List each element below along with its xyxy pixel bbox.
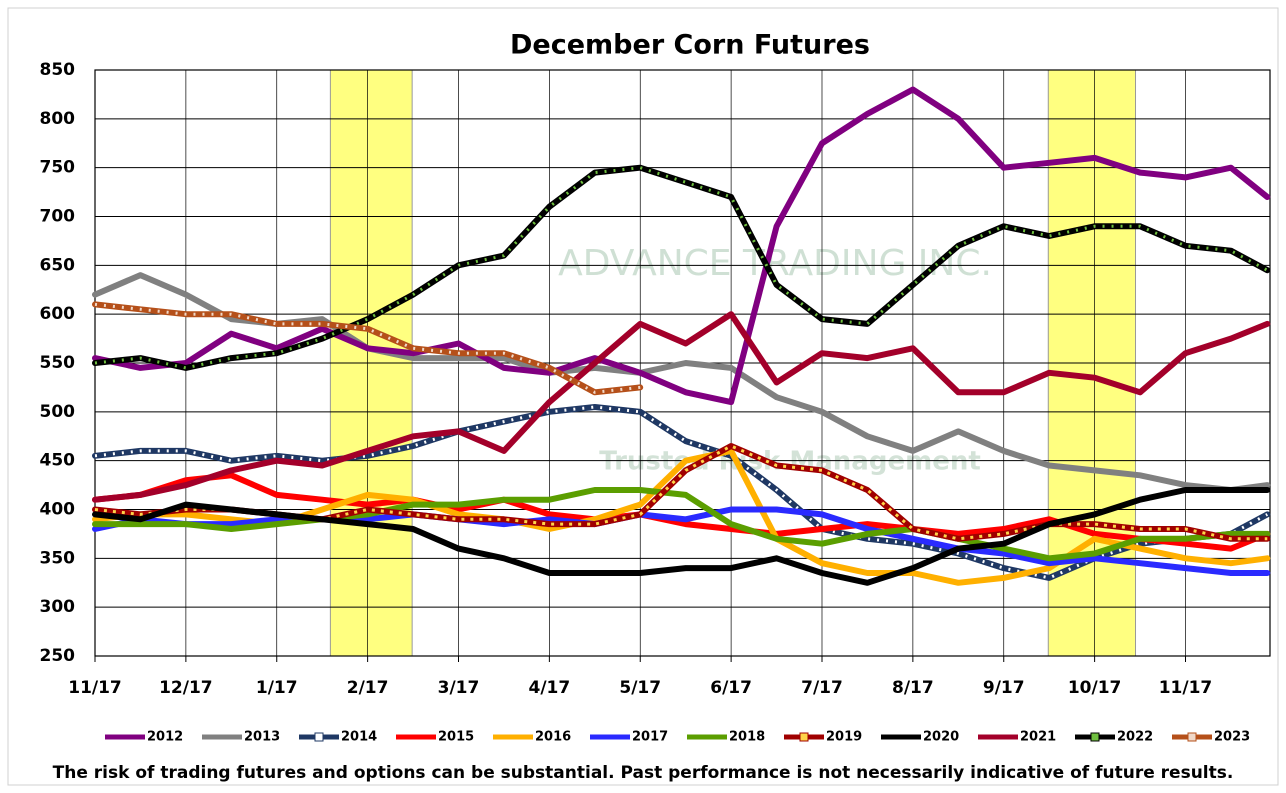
y-tick-label: 800 xyxy=(40,109,76,129)
series-line xyxy=(92,86,1271,406)
y-tick-label: 500 xyxy=(40,402,76,422)
x-tick-label: 2/17 xyxy=(347,678,389,698)
legend-label: 2014 xyxy=(341,730,377,745)
legend: 2012 2013 2014 2015 2016 2017 2018 2019 2020 2021… xyxy=(105,730,1250,745)
legend-label: 2018 xyxy=(729,730,765,745)
legend-marker xyxy=(314,732,324,742)
legend-label: 2020 xyxy=(923,730,959,745)
x-tick-label: 7/17 xyxy=(801,678,843,698)
legend-label: 2023 xyxy=(1214,730,1250,745)
y-tick-label: 300 xyxy=(40,597,76,617)
legend-label: 2012 xyxy=(147,730,183,745)
series-markers xyxy=(94,302,641,394)
series-line xyxy=(92,164,1271,371)
footnote: The risk of trading futures and options … xyxy=(53,763,1234,783)
y-tick-label: 850 xyxy=(40,60,76,80)
plot-area: ADVANCE TRADING INC.Trusted Risk Managem… xyxy=(40,60,1271,698)
legend-label: 2013 xyxy=(244,730,280,745)
x-tick-label: 12/17 xyxy=(159,678,213,698)
y-tick-label: 700 xyxy=(40,207,76,227)
legend-marker xyxy=(1187,732,1197,742)
legend-marker xyxy=(1090,732,1100,742)
legend-label: 2017 xyxy=(632,730,668,745)
x-tick-label: 10/17 xyxy=(1068,678,1122,698)
legend-label: 2015 xyxy=(438,730,474,745)
y-tick-label: 250 xyxy=(40,646,76,666)
x-tick-label: 3/17 xyxy=(438,678,480,698)
y-tick-label: 350 xyxy=(40,548,76,568)
series-line xyxy=(92,487,1271,562)
series-line xyxy=(92,487,1271,586)
x-tick-label: 8/17 xyxy=(892,678,934,698)
x-tick-label: 11/17 xyxy=(1159,678,1213,698)
watermark: Trusted Risk Management xyxy=(599,447,981,477)
x-tick-label: 5/17 xyxy=(619,678,661,698)
series-markers xyxy=(94,405,1269,580)
series-line xyxy=(92,506,1271,576)
y-tick-label: 450 xyxy=(40,451,76,471)
y-tick-label: 650 xyxy=(40,255,76,275)
series-line xyxy=(92,472,1271,552)
chart-title: December Corn Futures xyxy=(510,30,870,61)
legend-label: 2022 xyxy=(1117,730,1153,745)
legend-label: 2016 xyxy=(535,730,571,745)
x-tick-label: 9/17 xyxy=(983,678,1025,698)
legend-marker xyxy=(799,732,809,742)
y-tick-label: 600 xyxy=(40,304,76,324)
x-tick-label: 6/17 xyxy=(710,678,752,698)
y-tick-label: 400 xyxy=(40,500,76,520)
series-markers xyxy=(94,444,1268,541)
y-tick-label: 750 xyxy=(40,158,76,178)
x-tick-label: 11/17 xyxy=(68,678,122,698)
legend-label: 2021 xyxy=(1020,730,1056,745)
legend-label: 2019 xyxy=(826,730,862,745)
y-tick-label: 550 xyxy=(40,353,76,373)
x-tick-label: 4/17 xyxy=(529,678,571,698)
x-tick-label: 1/17 xyxy=(256,678,298,698)
series-line xyxy=(92,311,1271,503)
